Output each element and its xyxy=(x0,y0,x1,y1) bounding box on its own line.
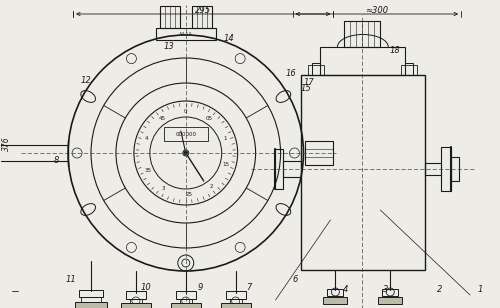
Bar xyxy=(230,299,241,307)
Text: 45: 45 xyxy=(159,116,166,121)
Text: 8: 8 xyxy=(54,156,59,164)
Bar xyxy=(306,141,334,165)
Bar xyxy=(180,299,192,307)
Text: 11: 11 xyxy=(66,275,76,285)
Text: 4: 4 xyxy=(342,286,348,294)
Text: 12: 12 xyxy=(80,75,92,84)
Text: 15: 15 xyxy=(300,83,311,92)
Bar xyxy=(130,299,142,307)
Text: 3: 3 xyxy=(382,286,388,294)
Bar xyxy=(401,65,417,75)
Text: 000000: 000000 xyxy=(176,132,197,136)
Text: 25: 25 xyxy=(185,192,192,197)
Text: 4: 4 xyxy=(144,136,148,141)
Text: 17: 17 xyxy=(303,78,314,87)
Text: AAAA: AAAA xyxy=(179,31,192,37)
Text: 376: 376 xyxy=(2,136,11,151)
Text: 16: 16 xyxy=(285,68,296,78)
Bar xyxy=(405,63,413,75)
Bar xyxy=(308,65,324,75)
Text: 05: 05 xyxy=(206,116,212,121)
Text: 1: 1 xyxy=(224,136,227,141)
Text: 0: 0 xyxy=(184,108,188,114)
Bar xyxy=(300,75,425,270)
Bar xyxy=(378,297,402,304)
Text: 2: 2 xyxy=(210,184,214,188)
Text: 35: 35 xyxy=(144,168,152,173)
Text: 1: 1 xyxy=(478,286,482,294)
Bar xyxy=(75,302,107,308)
Bar xyxy=(81,297,101,304)
Bar xyxy=(176,291,196,299)
Bar xyxy=(156,28,216,40)
Bar xyxy=(274,148,282,188)
Bar xyxy=(126,291,146,299)
Text: 7: 7 xyxy=(246,283,252,293)
Bar xyxy=(171,303,201,308)
Text: 3: 3 xyxy=(162,186,166,191)
Bar xyxy=(160,6,180,28)
Bar xyxy=(192,6,212,28)
Bar xyxy=(451,156,459,180)
Circle shape xyxy=(183,150,189,156)
Text: 10: 10 xyxy=(140,283,151,293)
Bar xyxy=(441,147,451,191)
Bar xyxy=(79,290,103,297)
Bar xyxy=(226,291,246,299)
Circle shape xyxy=(184,151,188,155)
Bar xyxy=(121,303,151,308)
Bar xyxy=(328,289,344,296)
Text: 2: 2 xyxy=(438,286,443,294)
Text: 18: 18 xyxy=(390,46,400,55)
Text: 15: 15 xyxy=(222,162,230,167)
Bar xyxy=(220,303,250,308)
Bar xyxy=(324,297,347,304)
Bar xyxy=(344,21,380,47)
Bar xyxy=(425,163,441,175)
Bar xyxy=(164,127,208,141)
Text: 6: 6 xyxy=(293,275,298,285)
Text: 9: 9 xyxy=(198,283,203,293)
Text: 13: 13 xyxy=(164,42,174,51)
Text: ≈300: ≈300 xyxy=(365,6,388,14)
Bar xyxy=(312,63,320,75)
Bar xyxy=(382,289,398,296)
Bar xyxy=(320,47,405,75)
Text: 14: 14 xyxy=(224,34,234,43)
Text: 295: 295 xyxy=(195,6,212,14)
Bar xyxy=(282,160,300,176)
